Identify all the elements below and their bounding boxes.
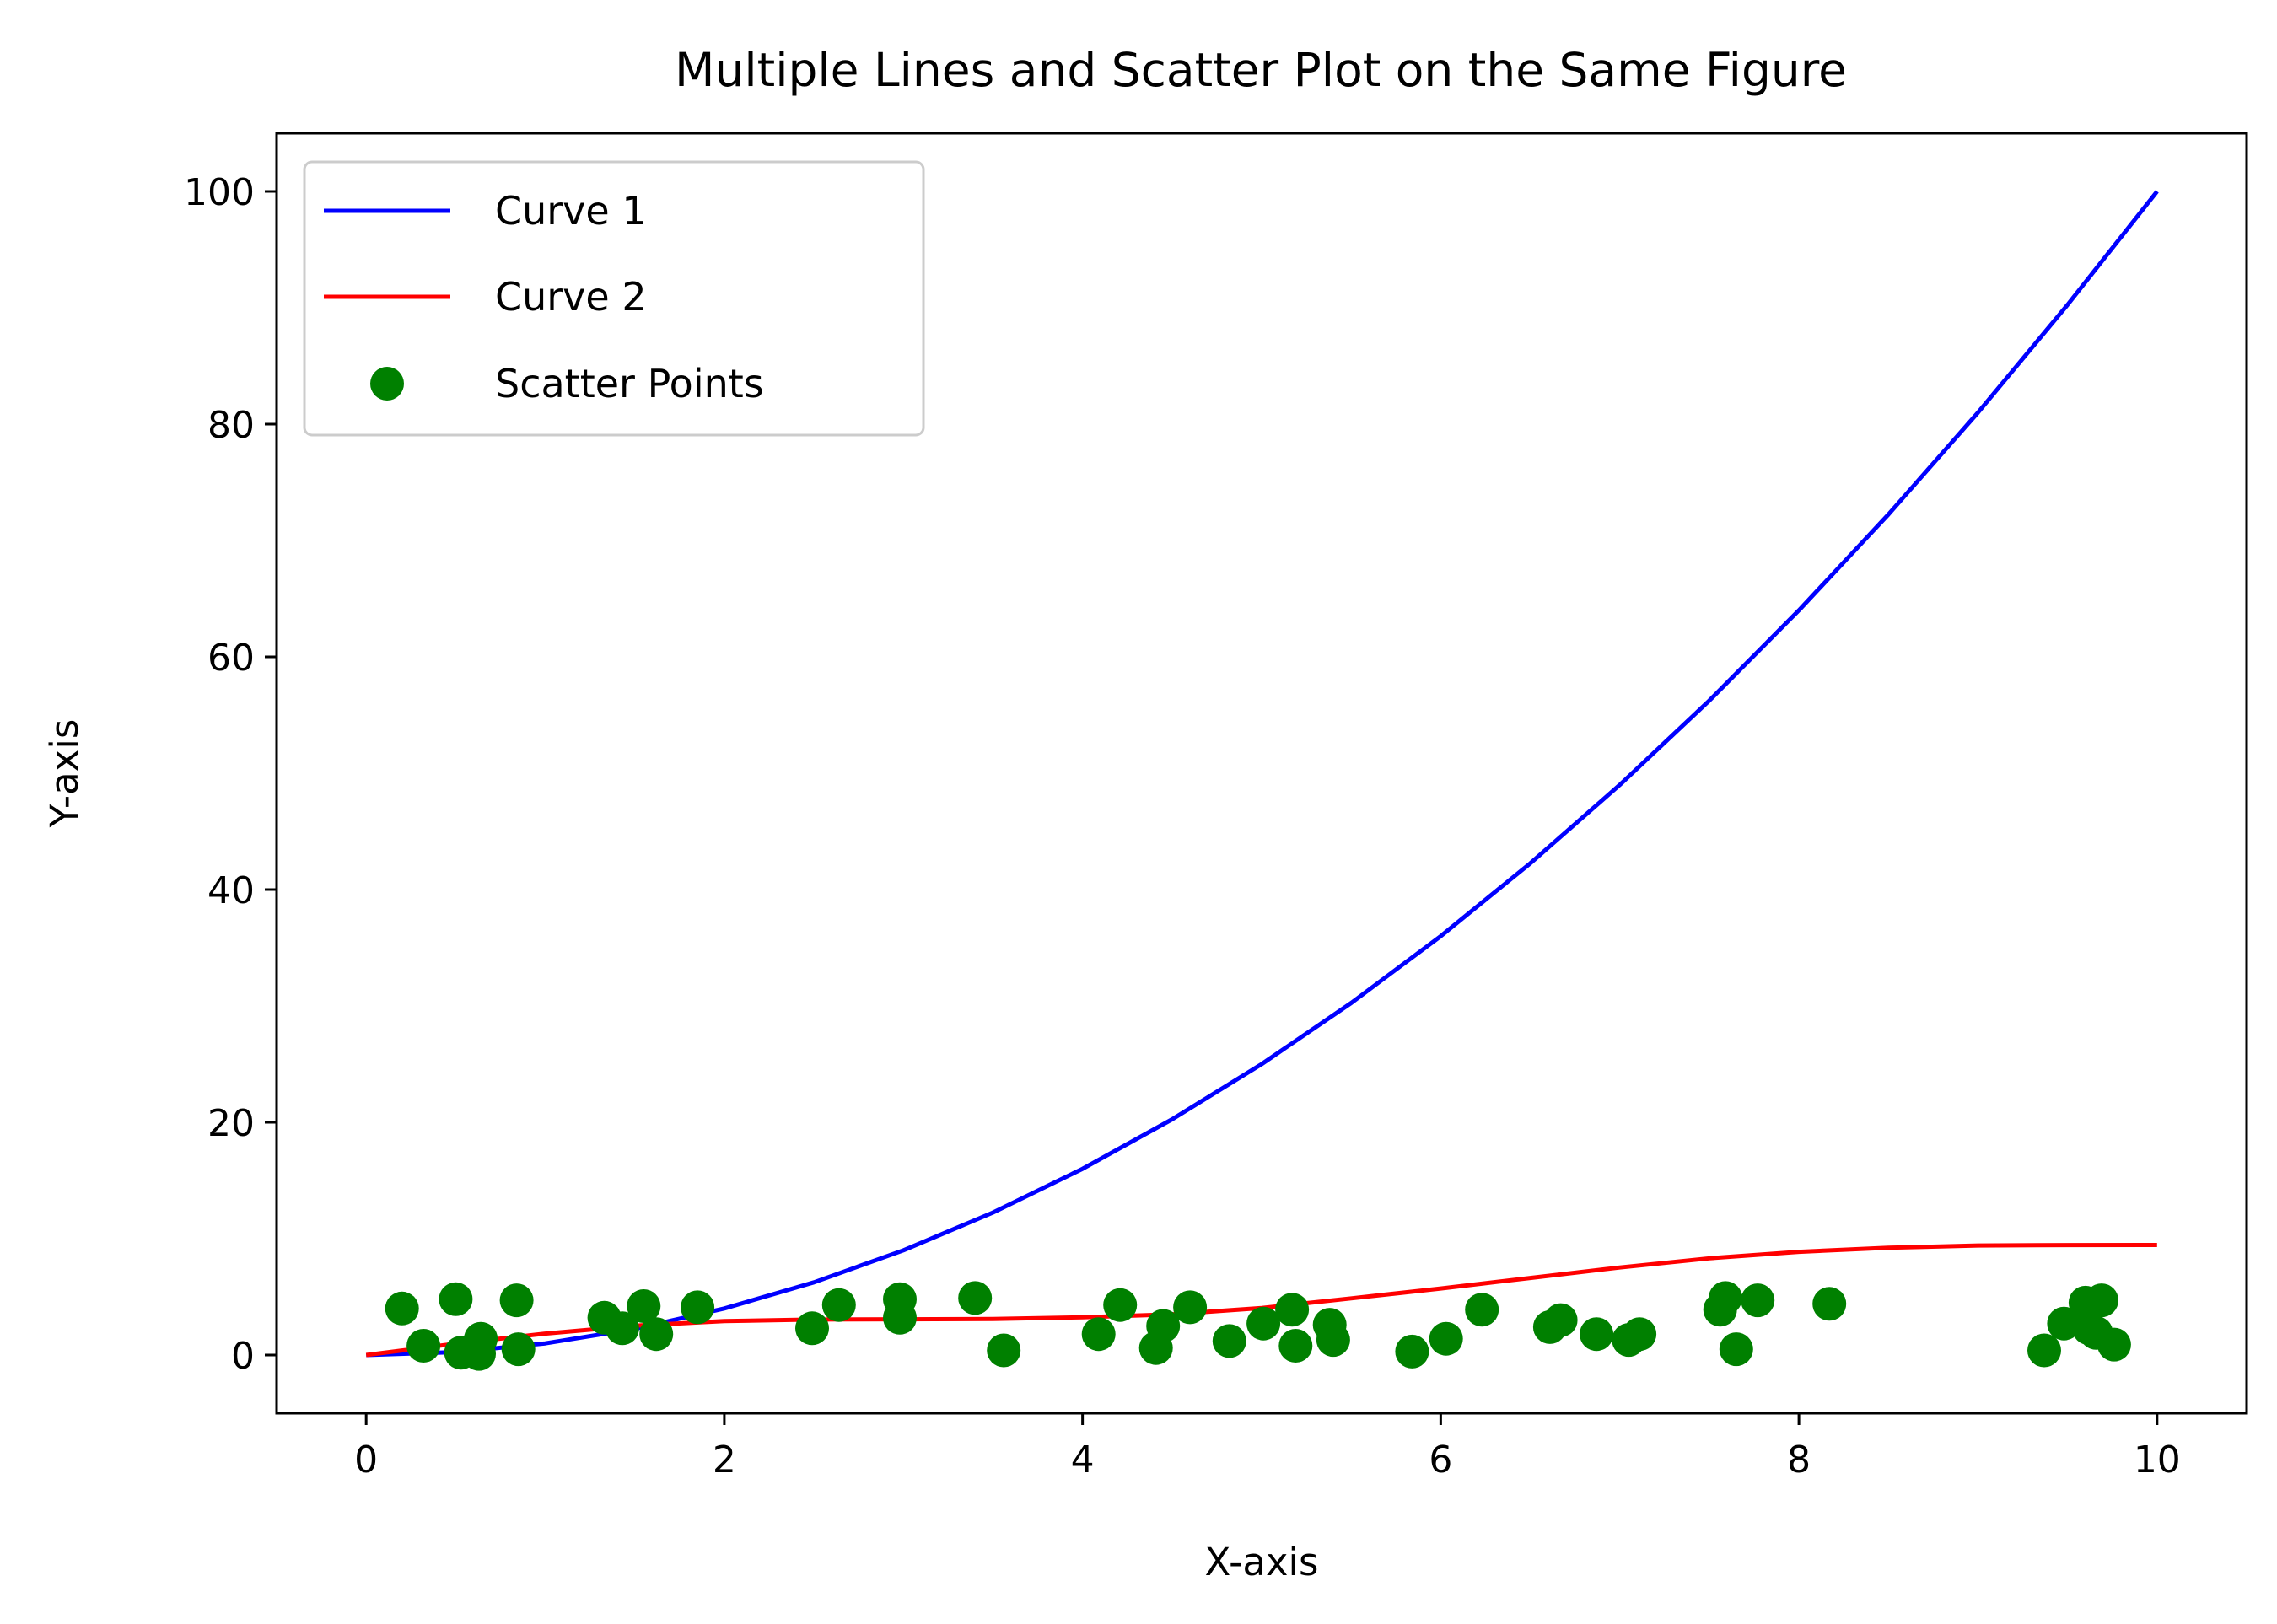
scatter-point [1081, 1317, 1116, 1352]
legend-frame [303, 160, 925, 437]
scatter-point [958, 1281, 993, 1315]
scatter-point [1173, 1290, 1208, 1325]
chart-title: Multiple Lines and Scatter Plot on the S… [675, 43, 1847, 97]
x-tick-label: 4 [1071, 1438, 1095, 1481]
scatter-point [2027, 1333, 2061, 1368]
x-tick-label: 10 [2134, 1438, 2181, 1481]
x-tick-label: 2 [713, 1438, 736, 1481]
scatter-point [439, 1282, 473, 1316]
scatter-point [987, 1333, 1021, 1368]
scatter-point [1543, 1303, 1578, 1337]
x-axis-ticks: 0 2 4 6 8 10 [354, 1413, 2181, 1481]
legend: Curve 1 Curve 2 Scatter Points [303, 160, 925, 437]
scatter-point [499, 1283, 534, 1318]
scatter-point [883, 1300, 917, 1335]
scatter-point [681, 1290, 715, 1325]
y-tick-label: 0 [231, 1335, 255, 1378]
scatter-point [501, 1332, 536, 1367]
scatter-point [639, 1317, 674, 1352]
y-axis-label: Y-axis [42, 719, 87, 829]
legend-label: Curve 1 [495, 188, 647, 234]
scatter-point [406, 1329, 441, 1363]
x-tick-label: 0 [354, 1438, 378, 1481]
scatter-point [1623, 1317, 1657, 1352]
scatter-point [1741, 1283, 1775, 1318]
scatter-point [1103, 1288, 1138, 1322]
y-axis-ticks: 0 20 40 60 80 100 [184, 171, 277, 1378]
scatter-point [1465, 1293, 1499, 1327]
scatter-point [1316, 1323, 1350, 1358]
y-tick-label: 20 [207, 1102, 255, 1145]
plot-frame [275, 132, 2248, 1415]
scatter-point [464, 1321, 498, 1356]
scatter-point [1246, 1306, 1281, 1341]
y-tick-label: 40 [207, 869, 255, 912]
y-tick-label: 60 [207, 637, 255, 680]
scatter-point [1395, 1334, 1429, 1369]
legend-swatch-marker [370, 367, 404, 401]
scatter-point [627, 1289, 661, 1323]
scatter-point [1146, 1309, 1181, 1343]
plot-series [365, 190, 2159, 1371]
scatter-point [1709, 1281, 1742, 1315]
scatter-point [2047, 1306, 2081, 1341]
scatter-point [1212, 1324, 1246, 1358]
y-tick-label: 100 [184, 171, 255, 214]
scatter-point [2097, 1327, 2131, 1362]
x-tick-label: 6 [1429, 1438, 1452, 1481]
scatter-point [1580, 1317, 1614, 1352]
scatter-point [385, 1291, 419, 1326]
scatter-point [1275, 1293, 1310, 1327]
y-tick-label: 80 [207, 404, 255, 447]
legend-label: Scatter Points [495, 361, 764, 406]
scatter-point [1812, 1287, 1847, 1321]
scatter-point [1429, 1321, 1463, 1356]
scatter-point [1278, 1329, 1313, 1363]
scatter-point [1719, 1332, 1753, 1367]
x-axis-label: X-axis [1205, 1540, 1319, 1584]
legend-label: Curve 2 [495, 274, 647, 320]
scatter-point [2085, 1283, 2118, 1318]
scatter-point [821, 1288, 856, 1322]
scatter-point [795, 1311, 829, 1346]
x-tick-label: 8 [1787, 1438, 1811, 1481]
scatter-point [605, 1311, 639, 1346]
